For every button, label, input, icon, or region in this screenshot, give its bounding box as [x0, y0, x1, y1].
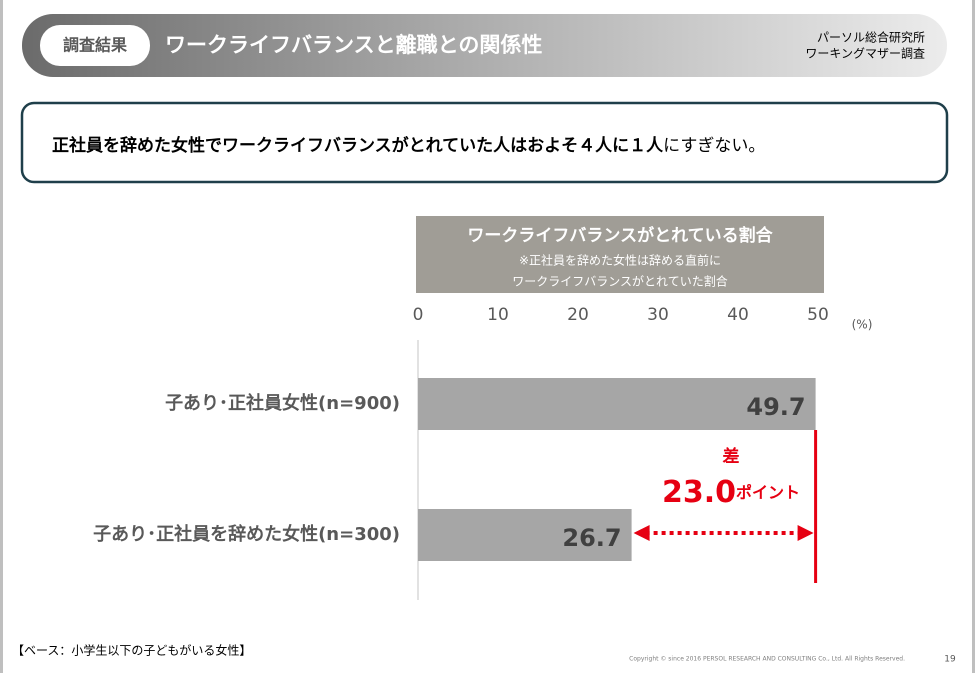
x-tick-label: 50: [807, 305, 829, 325]
page-number: 19: [944, 655, 956, 665]
message-rest: にすぎない。: [663, 136, 765, 156]
annotation-text: 23.0ポイント: [662, 475, 800, 510]
category-label: 子あり･正社員女性(n=900): [165, 392, 400, 414]
bar: [418, 378, 816, 430]
chart-subtitle: ※正社員を辞めた女性は辞める直前に: [519, 253, 721, 268]
value-label: 49.7: [746, 393, 805, 421]
left-border: [0, 0, 3, 673]
right-border: [972, 0, 975, 673]
header-source: ワーキングマザー調査: [805, 47, 925, 61]
x-tick-label: 40: [727, 305, 749, 325]
header-tag: 調査結果: [63, 36, 127, 55]
category-label: 子あり･正社員を辞めた女性(n=300): [93, 523, 400, 545]
copyright: Copyright © since 2016 PERSOL RESEARCH A…: [629, 656, 905, 663]
chart-title-box: [416, 216, 824, 293]
header-bar: [22, 14, 947, 77]
value-label: 26.7: [562, 524, 621, 552]
footer-base: 【ベース：小学生以下の子どもがいる女性】: [12, 643, 251, 658]
x-tick-label: 0: [413, 305, 424, 325]
x-tick-label: 10: [487, 305, 509, 325]
x-tick-label: 30: [647, 305, 669, 325]
chart-subtitle: ワークライフバランスがとれていた割合: [512, 274, 727, 289]
bar: [418, 509, 632, 561]
x-tick-label: 20: [567, 305, 589, 325]
arrow-head: [797, 525, 814, 541]
chart-title: ワークライフバランスがとれている割合: [467, 225, 773, 246]
header-source: パーソル総合研究所: [817, 30, 925, 45]
header-tag-pill: [40, 25, 150, 66]
message-bold: 正社員を辞めた女性でワークライフバランスがとれていた人はおよそ４人に１人: [52, 135, 664, 156]
axis-unit: (%): [852, 318, 873, 332]
message: 正社員を辞めた女性でワークライフバランスがとれていた人はおよそ４人に１人にすぎな…: [52, 135, 765, 156]
annotation-suffix: ポイント: [736, 483, 800, 502]
arrow-head: [633, 525, 650, 541]
message-box: [20, 101, 949, 184]
annotation-label: 差: [723, 446, 740, 467]
annotation-value: 23.0: [662, 475, 736, 510]
header-title: ワークライフバランスと離職との関係性: [165, 33, 542, 57]
